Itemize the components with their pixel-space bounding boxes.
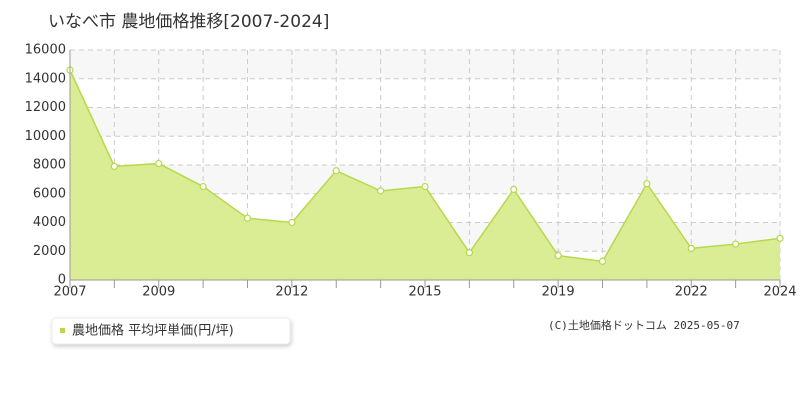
area bbox=[70, 70, 780, 280]
chart-title: いなべ市 農地価格推移[2007-2024] bbox=[48, 12, 329, 32]
y-tick-label: 16000 bbox=[25, 43, 66, 58]
y-tick-label: 2000 bbox=[33, 244, 66, 259]
source: (C)土地価格ドットコム 2025-05-07 bbox=[548, 318, 740, 332]
point bbox=[687, 244, 695, 252]
point bbox=[155, 159, 163, 168]
x-tick-label: 2009 bbox=[142, 285, 175, 300]
point bbox=[332, 167, 340, 175]
point bbox=[776, 234, 784, 242]
legend-label: 農地価格 平均坪単価(円/坪) bbox=[72, 323, 234, 339]
x-tick-label: 2012 bbox=[275, 285, 308, 300]
y-tick-label: 8000 bbox=[33, 158, 66, 173]
y-tick-label: 4000 bbox=[33, 215, 66, 230]
y-tick-label: 0 bbox=[58, 273, 66, 288]
x-tick-label: 2019 bbox=[542, 285, 575, 300]
point bbox=[243, 214, 252, 222]
legend-box bbox=[51, 317, 291, 345]
x-tick-label: 2022 bbox=[675, 285, 708, 300]
y-tick-label: 14000 bbox=[25, 71, 66, 86]
point bbox=[110, 162, 118, 171]
point bbox=[377, 187, 385, 195]
point bbox=[421, 182, 429, 191]
point bbox=[199, 182, 207, 191]
x-tick-label: 2007 bbox=[53, 285, 86, 300]
point bbox=[288, 218, 296, 227]
y-tick-label: 6000 bbox=[33, 186, 66, 201]
point bbox=[510, 185, 518, 194]
y-tick-label: 10000 bbox=[25, 129, 66, 144]
x-tick-label: 2015 bbox=[408, 285, 441, 300]
legend-swatch bbox=[60, 328, 65, 333]
point bbox=[465, 249, 473, 257]
point bbox=[554, 251, 562, 260]
y-tick-label: 12000 bbox=[25, 100, 66, 115]
point bbox=[643, 180, 651, 188]
point bbox=[598, 257, 607, 265]
point bbox=[732, 240, 740, 248]
x-tick-label: 2024 bbox=[763, 285, 796, 300]
